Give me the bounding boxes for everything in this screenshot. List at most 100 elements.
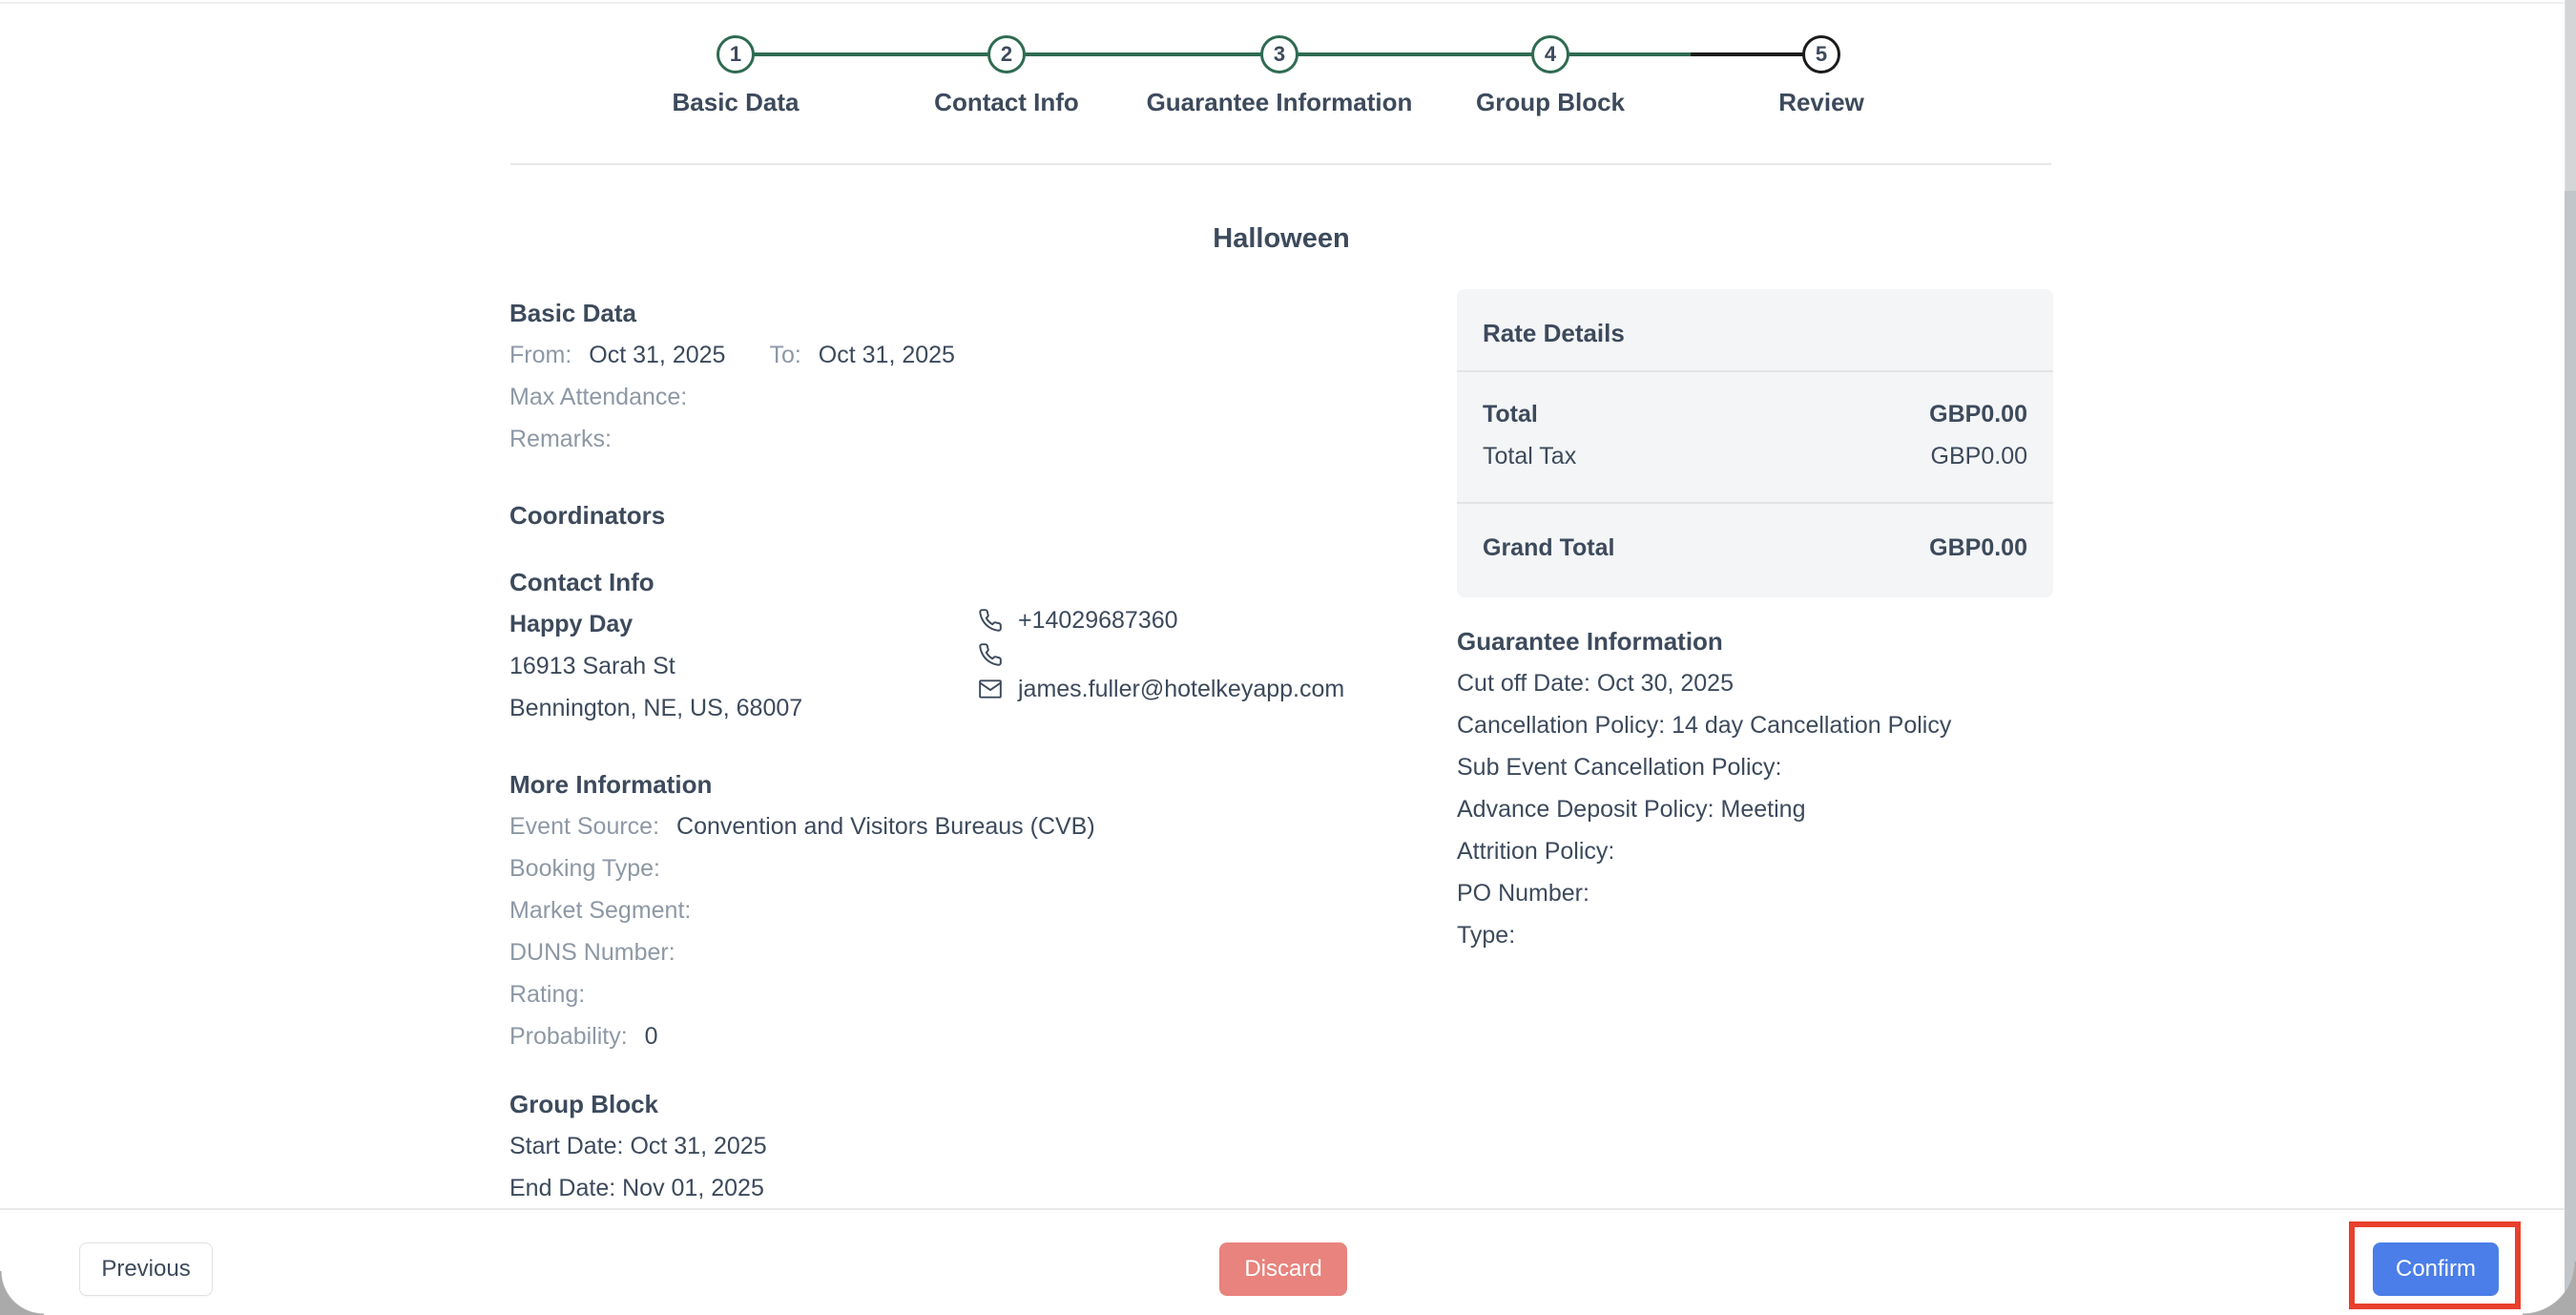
step-circle-review[interactable]: 5 xyxy=(1802,35,1840,73)
total-row: Total GBP0.00 xyxy=(1483,393,2027,435)
rate-details-heading: Rate Details xyxy=(1457,289,2053,372)
group-block-heading: Group Block xyxy=(509,1090,659,1118)
group-block-end-date: End Date: Nov 01, 2025 xyxy=(509,1175,764,1201)
phone-icon xyxy=(979,643,1002,666)
contact-address-line1: 16913 Sarah St xyxy=(509,653,675,679)
window-corner-bottom-left xyxy=(0,1271,44,1315)
stepper-connector xyxy=(1691,52,1821,56)
market-segment-row: Market Segment: xyxy=(509,889,1464,931)
window-corner-bottom-right xyxy=(2523,1262,2576,1315)
duns-number-label: DUNS Number: xyxy=(509,939,675,966)
rate-details-panel: Rate Details Total GBP0.00 Total Tax GBP… xyxy=(1457,289,2053,597)
contact-name: Happy Day xyxy=(509,611,634,637)
phone-primary-value: +14029687360 xyxy=(1018,607,1178,634)
stepper-connector xyxy=(1279,52,1550,56)
booking-type-label: Booking Type: xyxy=(509,855,660,882)
from-label: From: xyxy=(509,342,572,368)
contact-channels-block: +14029687360 james.fuller@hotelkeyapp.co… xyxy=(978,603,1464,729)
cancellation-policy-line: Cancellation Policy: 14 day Cancellation… xyxy=(1457,712,1952,739)
phone-icon xyxy=(979,609,1002,632)
event-source-value: Convention and Visitors Bureaus (CVB) xyxy=(676,813,1095,840)
step-number: 3 xyxy=(1273,42,1286,66)
rate-details-footer: Grand Total GBP0.00 xyxy=(1457,504,2053,597)
po-number-line: PO Number: xyxy=(1457,880,1589,907)
event-source-row: Event Source: Convention and Visitors Bur… xyxy=(509,805,1464,847)
total-tax-row: Total Tax GBP0.00 xyxy=(1483,435,2027,477)
grand-total-value: GBP0.00 xyxy=(1929,534,2027,561)
basic-data-heading: Basic Data xyxy=(509,299,636,327)
discard-button[interactable]: Discard xyxy=(1219,1242,1347,1296)
step-number: 4 xyxy=(1544,42,1557,66)
probability-label: Probability: xyxy=(509,1023,628,1050)
basic-data-dates-row: From: Oct 31, 2025 To: Oct 31, 2025 xyxy=(509,334,1464,376)
attrition-policy-line: Attrition Policy: xyxy=(1457,838,1615,865)
max-attendance-row: Max Attendance: xyxy=(509,376,1464,418)
email-row: james.fuller@hotelkeyapp.com xyxy=(978,672,1464,706)
from-value: Oct 31, 2025 xyxy=(589,342,726,368)
wizard-stepper: 1 2 3 4 5 Basic Data Contact Info Guaran… xyxy=(0,0,2576,164)
footer-action-bar: Previous Discard Confirm xyxy=(0,1208,2576,1315)
step-label-basic-data: Basic Data xyxy=(672,88,800,116)
total-tax-label: Total Tax xyxy=(1483,443,1577,470)
step-circle-group-block[interactable]: 4 xyxy=(1531,35,1569,73)
step-label-review: Review xyxy=(1778,88,1864,116)
rate-details-body: Total GBP0.00 Total Tax GBP0.00 xyxy=(1457,372,2053,504)
cut-off-date-line: Cut off Date: Oct 30, 2025 xyxy=(1457,670,1734,697)
guarantee-information-heading: Guarantee Information xyxy=(1457,627,1723,656)
grand-total-row: Grand Total GBP0.00 xyxy=(1483,527,2027,569)
contact-address-line2: Bennington, NE, US, 68007 xyxy=(509,695,803,721)
step-circle-guarantee-information[interactable]: 3 xyxy=(1260,35,1298,73)
scrollbar-track[interactable] xyxy=(2565,0,2576,1315)
top-border xyxy=(0,2,2576,4)
coordinators-heading: Coordinators xyxy=(509,501,666,530)
step-circle-basic-data[interactable]: 1 xyxy=(717,35,755,73)
step-number: 1 xyxy=(729,42,742,66)
to-value: Oct 31, 2025 xyxy=(818,342,955,368)
to-label: To: xyxy=(769,342,801,368)
remarks-label: Remarks: xyxy=(509,426,612,452)
review-left-column: Basic Data From: Oct 31, 2025 To: Oct 31, 2… xyxy=(509,292,1464,1209)
event-source-label: Event Source: xyxy=(509,813,660,840)
total-label: Total xyxy=(1483,401,1538,428)
probability-row: Probability: 0 xyxy=(509,1015,1464,1057)
scrollbar-thumb[interactable] xyxy=(2565,191,2576,1315)
rating-row: Rating: xyxy=(509,973,1464,1015)
step-circle-contact-info[interactable]: 2 xyxy=(987,35,1026,73)
confirm-button[interactable]: Confirm xyxy=(2373,1242,2499,1296)
stepper-connector xyxy=(736,52,1007,56)
contact-info-block: Happy Day 16913 Sarah St Bennington, NE,… xyxy=(509,603,1464,729)
email-value: james.fuller@hotelkeyapp.com xyxy=(1018,676,1345,702)
step-number: 2 xyxy=(1000,42,1013,66)
step-label-guarantee-information: Guarantee Information xyxy=(1146,88,1413,116)
probability-value: 0 xyxy=(644,1023,658,1050)
step-number: 5 xyxy=(1815,42,1828,66)
total-value: GBP0.00 xyxy=(1929,401,2027,428)
stepper-connector xyxy=(1007,52,1279,56)
phone-secondary-row xyxy=(978,637,1464,672)
group-block-start-date: Start Date: Oct 31, 2025 xyxy=(509,1133,767,1159)
duns-number-row: DUNS Number: xyxy=(509,931,1464,973)
market-segment-label: Market Segment: xyxy=(509,897,692,924)
contact-info-heading: Contact Info xyxy=(509,568,654,596)
rating-label: Rating: xyxy=(509,981,586,1008)
step-label-contact-info: Contact Info xyxy=(934,88,1079,116)
advance-deposit-policy-line: Advance Deposit Policy: Meeting xyxy=(1457,796,1806,823)
event-title: Halloween xyxy=(1213,223,1350,254)
previous-button[interactable]: Previous xyxy=(79,1242,213,1296)
contact-address-block: Happy Day 16913 Sarah St Bennington, NE,… xyxy=(509,603,978,729)
type-line: Type: xyxy=(1457,922,1516,949)
booking-type-row: Booking Type: xyxy=(509,847,1464,889)
remarks-row: Remarks: xyxy=(509,418,1464,460)
max-attendance-label: Max Attendance: xyxy=(509,384,688,410)
guarantee-information-block: Guarantee Information Cut off Date: Oct … xyxy=(1457,620,2125,956)
step-label-group-block: Group Block xyxy=(1475,88,1625,116)
sub-event-cancellation-policy-line: Sub Event Cancellation Policy: xyxy=(1457,754,1782,781)
phone-primary-row: +14029687360 xyxy=(978,603,1464,637)
mail-icon xyxy=(979,679,1002,699)
total-tax-value: GBP0.00 xyxy=(1930,443,2027,470)
stepper-divider xyxy=(510,163,2051,165)
more-information-heading: More Information xyxy=(509,770,713,799)
stepper-connector xyxy=(1550,52,1691,56)
grand-total-label: Grand Total xyxy=(1483,534,1615,561)
